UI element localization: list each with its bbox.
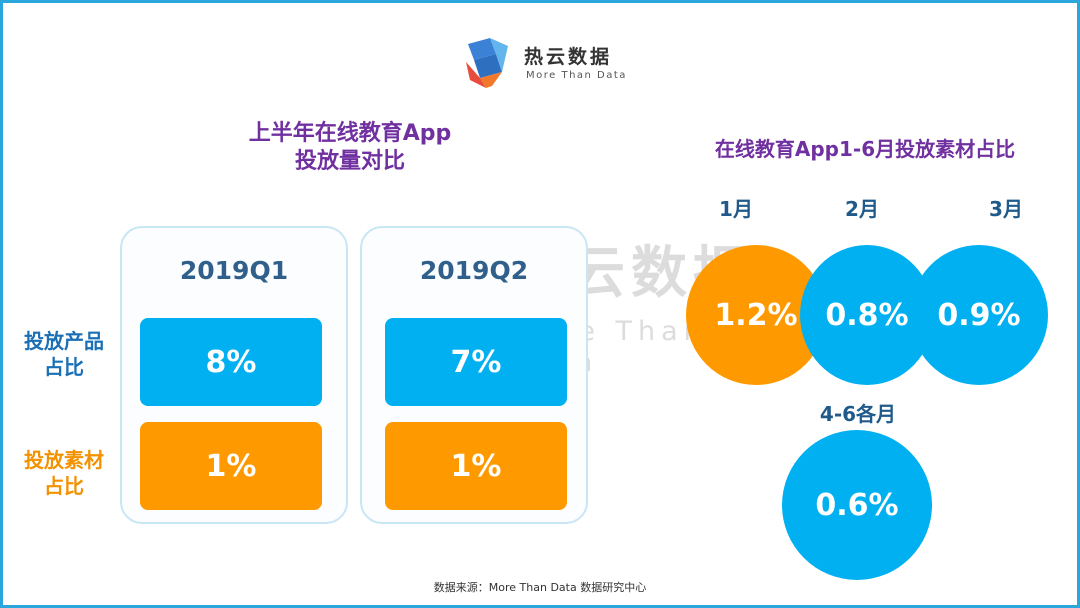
brand-name: 热云数据: [524, 46, 613, 68]
left-title-line2: 投放量对比: [294, 149, 405, 174]
month-label-2: 2月: [845, 197, 879, 221]
brand-logo: 热云数据 More Than Data: [462, 36, 632, 90]
tile-q1-material: 1%: [140, 422, 322, 510]
brand-tagline: More Than Data: [526, 70, 627, 81]
row-label-material-line2: 占比: [44, 474, 84, 498]
source-footer: 数据来源：More Than Data 数据研究中心: [433, 581, 647, 594]
month-label-4-6: 4-6各月: [819, 402, 897, 426]
month-label-3: 3月: [989, 197, 1023, 221]
row-label-material: 投放素材 占比: [14, 447, 114, 499]
row-label-product: 投放产品 占比: [14, 328, 114, 380]
circle-month-3: 0.9%: [910, 245, 1048, 385]
row-label-product-line2: 占比: [44, 355, 84, 379]
circle-month-4-6: 0.6%: [782, 430, 932, 580]
right-chart-title: 在线教育App1-6月投放素材占比: [714, 137, 1016, 161]
tile-q2-product: 7%: [385, 318, 567, 406]
month-label-1: 1月: [719, 197, 753, 221]
row-label-product-line1: 投放产品: [24, 329, 104, 353]
tile-q2-material: 1%: [385, 422, 567, 510]
tile-q1-product: 8%: [140, 318, 322, 406]
left-chart-title: 上半年在线教育App 投放量对比: [200, 120, 500, 176]
cube-logo-icon: [466, 38, 508, 88]
quarter-label-q1: 2019Q1: [179, 256, 289, 285]
row-label-material-line1: 投放素材: [24, 448, 104, 472]
left-title-line1: 上半年在线教育App: [248, 121, 452, 146]
quarter-label-q2: 2019Q2: [419, 256, 529, 285]
